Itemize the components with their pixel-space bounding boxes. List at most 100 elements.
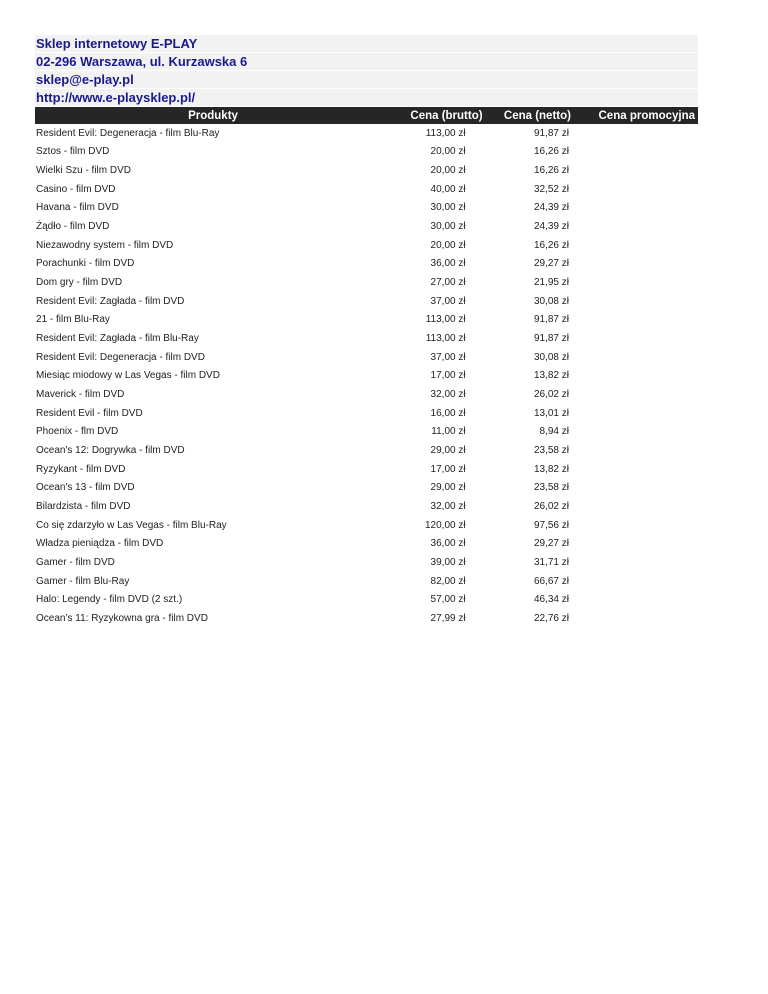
price-net: 91,87 zł — [533, 127, 569, 139]
product-name: Halo: Legendy - film DVD (2 szt.) — [36, 594, 183, 606]
table-row: Niezawodny system - film DVD 20,00 zł 16,2… — [35, 236, 698, 255]
price-gross: 82,00 zł — [430, 575, 466, 587]
product-name: Ocean's 13 - film DVD — [36, 482, 135, 494]
price-gross: 37,00 zł — [430, 295, 466, 307]
price-gross: 120,00 zł — [424, 519, 466, 531]
product-name: Resident Evil: Zagłada - film DVD — [36, 295, 185, 307]
price-gross: 20,00 zł — [430, 146, 466, 158]
product-name: Żądło - film DVD — [36, 221, 110, 233]
store-website: http://www.e-playsklep.pl/ — [35, 89, 698, 106]
table-row: Gamer - film DVD 39,00 zł 31,71 zł — [35, 553, 698, 572]
price-gross: 40,00 zł — [430, 183, 466, 195]
price-gross: 57,00 zł — [430, 594, 466, 606]
price-promo — [574, 404, 698, 423]
product-name: Gamer - film DVD — [36, 556, 115, 568]
price-promo — [574, 590, 698, 609]
price-net: 8,94 zł — [539, 426, 569, 438]
price-net: 13,01 zł — [533, 407, 569, 419]
price-promo — [574, 516, 698, 535]
price-net: 32,52 zł — [533, 183, 569, 195]
price-promo — [574, 367, 698, 386]
price-gross: 30,00 zł — [430, 202, 466, 214]
price-table: Produkty Cena (brutto) Cena (netto) Cena… — [35, 107, 698, 628]
table-row: Władza pieniądza - film DVD 36,00 zł 29,27… — [35, 534, 698, 553]
table-row: Dom gry - film DVD 27,00 zł 21,95 zł — [35, 273, 698, 292]
table-row: Resident Evil: Degeneracja - film Blu-Ra… — [35, 124, 698, 143]
price-gross: 20,00 zł — [430, 165, 466, 177]
table-row: Ocean's 13 - film DVD 29,00 zł 23,58 zł — [35, 478, 698, 497]
product-name: Porachunki - film DVD — [36, 258, 135, 270]
table-row: Co się zdarzyło w Las Vegas - film Blu-R… — [35, 516, 698, 535]
price-net: 91,87 zł — [533, 314, 569, 326]
price-promo — [574, 553, 698, 572]
store-email: sklep@e-play.pl — [35, 71, 698, 88]
product-name: Sztos - film DVD — [36, 146, 110, 158]
product-name: Ryzykant - film DVD — [36, 463, 126, 475]
product-name: Ocean's 12: Dogrywka - film DVD — [36, 444, 185, 456]
price-promo — [574, 609, 698, 628]
price-gross: 29,00 zł — [430, 482, 466, 494]
price-net: 26,02 zł — [533, 389, 569, 401]
price-net: 16,26 zł — [533, 239, 569, 251]
product-name: Dom gry - film DVD — [36, 277, 123, 289]
table-row: Sztos - film DVD 20,00 zł 16,26 zł — [35, 143, 698, 162]
table-row: Żądło - film DVD 30,00 zł 24,39 zł — [35, 217, 698, 236]
price-promo — [574, 180, 698, 199]
price-promo — [574, 572, 698, 591]
price-gross: 39,00 zł — [430, 556, 466, 568]
product-name: Co się zdarzyło w Las Vegas - film Blu-R… — [36, 519, 227, 531]
product-name: Resident Evil: Degeneracja - film Blu-Ra… — [36, 127, 220, 139]
price-promo — [574, 273, 698, 292]
product-name: Władza pieniądza - film DVD — [36, 538, 164, 550]
price-promo — [574, 292, 698, 311]
price-net: 26,02 zł — [533, 500, 569, 512]
price-net: 29,27 zł — [533, 258, 569, 270]
price-net: 16,26 zł — [533, 165, 569, 177]
price-net: 46,34 zł — [533, 594, 569, 606]
price-net: 21,95 zł — [533, 277, 569, 289]
header-price-promo: Cena promocyjna — [573, 107, 698, 124]
price-promo — [574, 534, 698, 553]
table-row: Bilardzista - film DVD 32,00 zł 26,02 zł — [35, 497, 698, 516]
store-name: Sklep internetowy E-PLAY — [35, 35, 698, 52]
price-promo — [574, 217, 698, 236]
price-net: 24,39 zł — [533, 221, 569, 233]
price-net: 23,58 zł — [533, 482, 569, 494]
price-net: 13,82 zł — [533, 463, 569, 475]
price-promo — [574, 441, 698, 460]
table-row: Resident Evil: Zagłada - film DVD 37,00 z… — [35, 292, 698, 311]
price-promo — [574, 497, 698, 516]
table-row: Havana - film DVD 30,00 zł 24,39 zł — [35, 199, 698, 218]
price-net: 16,26 zł — [533, 146, 569, 158]
price-promo — [574, 124, 698, 143]
price-gross: 36,00 zł — [430, 538, 466, 550]
table-row: Ryzykant - film DVD 17,00 zł 13,82 zł — [35, 460, 698, 479]
price-promo — [574, 385, 698, 404]
table-header-row: Produkty Cena (brutto) Cena (netto) Cena… — [35, 107, 698, 124]
store-address: 02-296 Warszawa, ul. Kurzawska 6 — [35, 53, 698, 70]
product-name: Resident Evil: Degeneracja - film DVD — [36, 351, 205, 363]
price-promo — [574, 478, 698, 497]
header-price-gross: Cena (brutto) — [391, 107, 486, 124]
price-promo — [574, 460, 698, 479]
price-gross: 113,00 zł — [425, 314, 466, 326]
price-promo — [574, 143, 698, 162]
table-row: Phoenix - flm DVD 11,00 zł 8,94 zł — [35, 423, 698, 442]
price-net: 66,67 zł — [533, 575, 569, 587]
table-row: Wielki Szu - film DVD 20,00 zł 16,26 zł — [35, 161, 698, 180]
product-name: Resident Evil - film DVD — [36, 407, 143, 419]
price-net: 30,08 zł — [533, 295, 569, 307]
price-gross: 32,00 zł — [430, 389, 466, 401]
price-net: 23,58 zł — [533, 444, 569, 456]
price-promo — [574, 161, 698, 180]
price-net: 31,71 zł — [533, 556, 569, 568]
price-net: 97,56 zł — [533, 519, 569, 531]
price-gross: 27,99 zł — [430, 612, 466, 624]
table-row: Casino - film DVD 40,00 zł 32,52 zł — [35, 180, 698, 199]
price-gross: 17,00 zł — [430, 463, 466, 475]
product-name: Miesiąc miodowy w Las Vegas - film DVD — [36, 370, 220, 382]
price-gross: 20,00 zł — [430, 239, 466, 251]
price-gross: 30,00 zł — [430, 221, 466, 233]
table-row: Resident Evil: Degeneracja - film DVD 37,… — [35, 348, 698, 367]
price-promo — [574, 329, 698, 348]
